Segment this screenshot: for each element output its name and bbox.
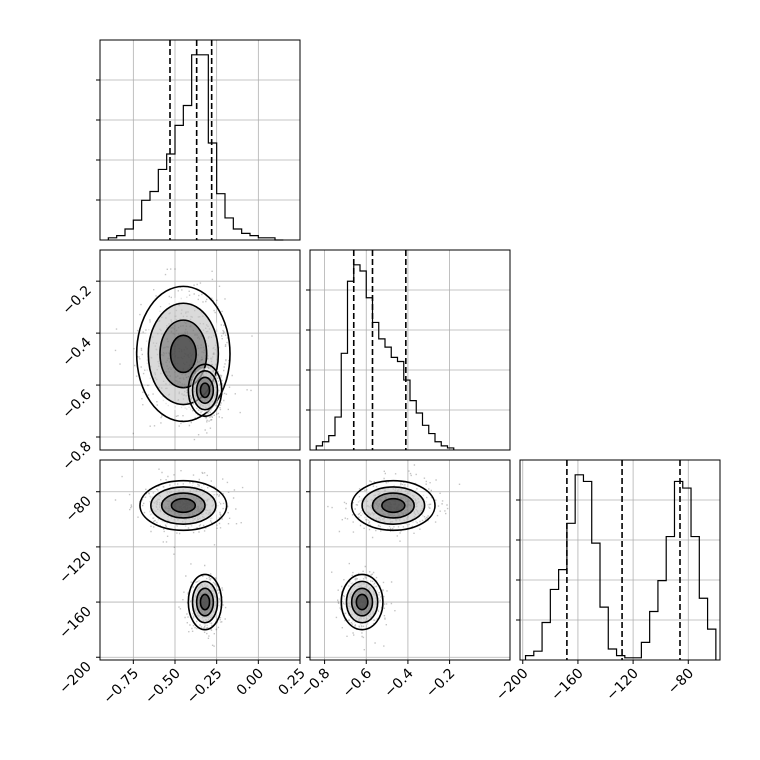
scatter-p2-vs-p1-cluster-1-contour-0: [187, 363, 223, 418]
scatter-p2-vs-p1-cluster-0-dots: [114, 268, 253, 441]
scatter-p3-vs-p1-points: [114, 468, 244, 647]
scatter-p3-vs-p2-points: [327, 464, 461, 651]
scatter-p3-vs-p1-y-tick-label-1: −120: [56, 548, 95, 587]
scatter-p3-vs-p2-cluster-1-contour-3: [355, 593, 369, 611]
scatter-p3-vs-p2-cluster-1-contour-0: [340, 573, 384, 631]
scatter-p2-vs-p1-y-tick-label-0: −0.2: [59, 283, 94, 318]
hist-param-2-x-tick-label-0: −0.8: [298, 666, 333, 701]
hist-param-3-x-tick-label-3: −80: [665, 666, 697, 698]
hist-param-3-x-tick-label-2: −120: [603, 666, 642, 705]
scatter-p3-vs-p2-cluster-0-contour-0: [350, 479, 436, 532]
hist-param-2-x-tick-label-1: −0.6: [340, 665, 375, 700]
hist-param-2-x-tick-label-2: −0.4: [381, 665, 416, 700]
hist-param-2-bars: [315, 264, 455, 450]
scatter-p3-vs-p2-cluster-0-contour-3: [381, 497, 406, 514]
scatter-p3-vs-p1-y-tick-label-0: −80: [63, 493, 95, 525]
scatter-p2-vs-p1-cluster-0-contour-3: [169, 334, 197, 374]
scatter-p2-vs-p1-cluster-0-contour-0: [135, 285, 231, 423]
hist-param-3-bars: [524, 474, 717, 660]
scatter-p3-vs-p1-frame: [99, 459, 301, 661]
scatter-p3-vs-p2-frame: [309, 459, 511, 661]
scatter-p2-vs-p1-points: [114, 268, 253, 441]
hist-param-1-x-tick-label-0: −0.75: [101, 666, 143, 708]
hist-param-3-x-tick-label-1: −160: [548, 666, 587, 705]
hist-param-1-x-tick-label-2: −0.25: [184, 666, 226, 708]
scatter-p2-vs-p1-cluster-1-contour-3: [199, 382, 211, 399]
scatter-p3-vs-p1-y-tick-label-2: −160: [56, 604, 95, 643]
scatter-p2-vs-p1-y-tick-label-1: −0.4: [59, 335, 94, 370]
scatter-p2-vs-p1-y-tick-label-2: −0.6: [59, 387, 94, 422]
hist-param-3-frame: [519, 459, 721, 661]
scatter-p3-vs-p1-y-tick-label-3: −200: [56, 659, 95, 698]
hist-param-2-x-tick-label-3: −0.2: [423, 666, 458, 701]
hist-param-1-bars: [107, 54, 284, 241]
scatter-p3-vs-p1-cluster-1-contour-0: [187, 573, 223, 631]
hist-param-2-frame: [309, 249, 511, 451]
scatter-p3-vs-p1-cluster-0-contour-3: [170, 497, 197, 514]
scatter-p2-vs-p1-frame: [99, 249, 301, 451]
hist-param-1-x-tick-label-3: 0.00: [234, 666, 267, 699]
scatter-p3-vs-p1-cluster-0-contour-0: [139, 479, 228, 532]
hist-param-1-x-tick-label-1: −0.50: [142, 666, 184, 708]
scatter-p3-vs-p1-cluster-1-contour-3: [199, 593, 211, 611]
scatter-p2-vs-p1-y-tick-label-3: −0.8: [59, 439, 94, 474]
hist-param-3-x-tick-label-0: −200: [493, 666, 532, 705]
hist-param-1-frame: [99, 39, 301, 241]
